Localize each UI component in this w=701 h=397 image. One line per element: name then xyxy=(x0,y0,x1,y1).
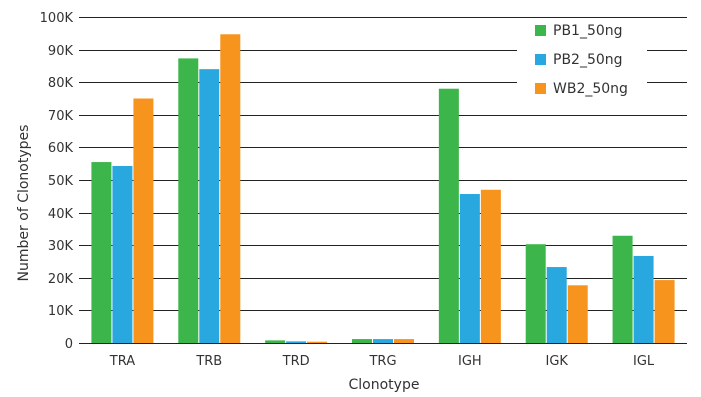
bar-igk-pb1-50ng xyxy=(525,244,546,343)
y-axis-title: Number of Clonotypes xyxy=(16,125,32,282)
legend-swatch xyxy=(535,83,546,94)
x-tick-label: TRB xyxy=(195,354,222,369)
bar-igl-pb1-50ng xyxy=(612,235,633,343)
y-tick-label: 70K xyxy=(48,109,74,124)
y-tick-label: 30K xyxy=(48,239,74,254)
y-tick-label: 10K xyxy=(48,304,74,319)
legend: PB1_50ng PB2_50ng WB2_50ng xyxy=(517,20,647,111)
bar-igh-pb2-50ng xyxy=(459,194,480,343)
y-tick-label: 60K xyxy=(48,141,74,156)
bar-trg-pb1-50ng xyxy=(352,339,372,343)
bar-trd-pb2-50ng xyxy=(286,341,307,343)
x-tick-label: TRD xyxy=(282,354,310,369)
bar-tra-pb1-50ng xyxy=(91,162,112,343)
legend-swatch xyxy=(535,25,546,36)
bar-trd-wb2-50ng xyxy=(307,341,328,343)
y-tick-label: 90K xyxy=(48,44,74,59)
y-tick-label: 80K xyxy=(48,76,74,91)
y-tick-label: 100K xyxy=(40,11,74,26)
x-tick-label: TRG xyxy=(368,354,396,369)
bar-trg-wb2-50ng xyxy=(394,339,414,343)
bar-igl-wb2-50ng xyxy=(654,280,675,343)
bar-igh-pb1-50ng xyxy=(438,88,459,343)
bar-tra-wb2-50ng xyxy=(133,98,154,343)
legend-label: WB2_50ng xyxy=(553,81,628,97)
y-tick-label: 50K xyxy=(48,174,74,189)
bar-trb-pb1-50ng xyxy=(178,58,199,343)
y-tick-label: 40K xyxy=(48,207,74,222)
y-axis-ticks: 0 10K 20K 30K 40K 50K 60K 70K 80K 90K 100K xyxy=(40,11,74,352)
bar-trg-pb2-50ng xyxy=(373,339,393,343)
legend-swatch xyxy=(535,54,546,65)
x-tick-label: TRA xyxy=(109,354,135,369)
bar-trb-wb2-50ng xyxy=(220,34,241,343)
bar-trb-pb2-50ng xyxy=(199,69,220,343)
legend-label: PB2_50ng xyxy=(553,52,623,68)
bar-igk-pb2-50ng xyxy=(546,267,567,343)
legend-label: PB1_50ng xyxy=(553,23,623,39)
x-tick-label: IGH xyxy=(458,354,482,369)
bars xyxy=(91,34,675,343)
y-tick-label: 20K xyxy=(48,272,74,287)
bar-igl-pb2-50ng xyxy=(633,255,654,343)
bar-igh-wb2-50ng xyxy=(480,189,501,343)
x-tick-label: IGK xyxy=(545,354,568,369)
x-axis-ticks: TRA TRB TRD TRG IGH IGK IGL xyxy=(109,354,655,369)
y-tick-label: 0 xyxy=(65,337,73,352)
bar-igk-wb2-50ng xyxy=(567,285,588,343)
x-tick-label: IGL xyxy=(633,354,655,369)
bar-trd-pb1-50ng xyxy=(265,340,286,343)
bar-tra-pb2-50ng xyxy=(112,165,133,343)
x-axis-title: Clonotype xyxy=(349,377,420,393)
